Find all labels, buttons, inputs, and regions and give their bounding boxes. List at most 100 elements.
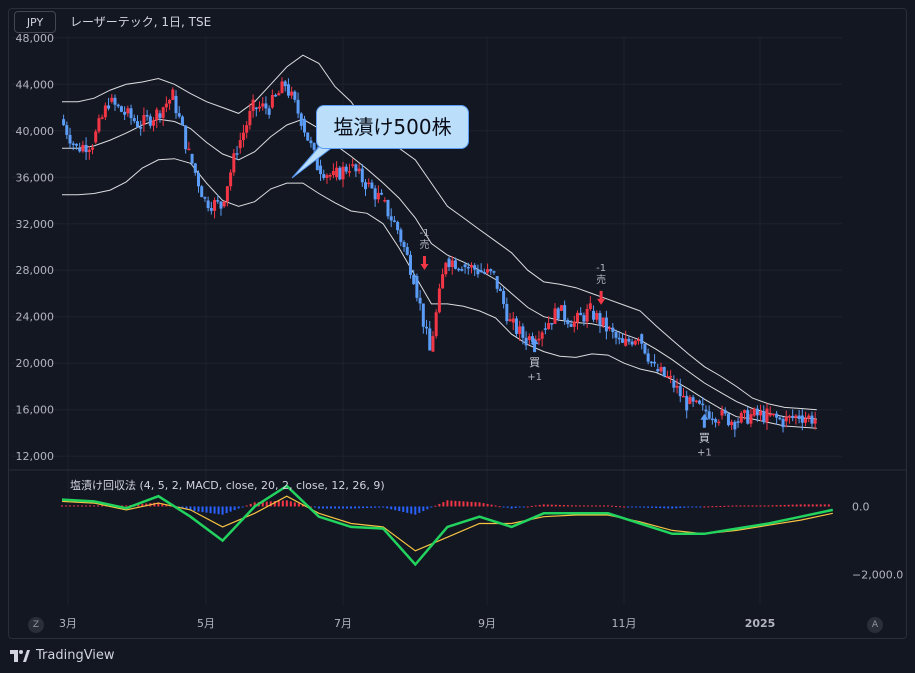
candle-body xyxy=(787,415,791,418)
zoom-z-button[interactable]: Z xyxy=(28,617,44,633)
candle-body xyxy=(733,421,737,430)
candle-body xyxy=(579,312,583,316)
histogram-bar xyxy=(562,505,565,507)
histogram-bar xyxy=(482,503,485,507)
candle-body xyxy=(229,172,233,187)
histogram-bar xyxy=(619,506,622,508)
candle-body xyxy=(453,260,457,269)
candle-body xyxy=(219,201,223,209)
histogram-bar xyxy=(342,506,345,509)
candle-body xyxy=(107,105,111,109)
histogram-bar xyxy=(827,504,830,507)
histogram-bar xyxy=(321,506,324,509)
histogram-bar xyxy=(430,506,433,508)
histogram-bar xyxy=(735,505,738,507)
histogram-bar xyxy=(522,506,525,508)
histogram-bar xyxy=(542,504,545,507)
candle-body xyxy=(68,134,72,144)
candle-body xyxy=(720,410,724,416)
candle-body xyxy=(611,327,615,333)
histogram-bar xyxy=(598,505,601,507)
histogram-bar xyxy=(121,505,124,507)
candle-body xyxy=(759,411,763,416)
currency-button[interactable]: JPY xyxy=(14,11,56,33)
candle-body xyxy=(688,397,692,404)
histogram-bar xyxy=(217,506,220,515)
histogram-bar xyxy=(350,506,353,509)
histogram-bar xyxy=(550,504,553,507)
histogram-bar xyxy=(823,504,826,507)
candle-body xyxy=(123,111,127,115)
candle-body xyxy=(617,337,621,340)
tradingview-brand[interactable]: TradingView xyxy=(10,648,115,663)
candle-body xyxy=(681,395,685,398)
histogram-bar xyxy=(554,504,557,507)
brand-name: TradingView xyxy=(36,648,115,663)
histogram-bar xyxy=(755,505,758,507)
candle-body xyxy=(335,167,339,178)
candle-body xyxy=(665,376,669,378)
histogram-bar xyxy=(89,505,92,507)
candle-body xyxy=(765,408,769,423)
candle-body xyxy=(794,415,798,418)
candle-body xyxy=(775,413,779,418)
auto-scale-button[interactable]: A xyxy=(867,617,883,633)
candle-body xyxy=(633,340,637,345)
candle-body xyxy=(428,328,432,351)
histogram-bar xyxy=(418,506,421,513)
histogram-bar xyxy=(458,501,461,507)
histogram-bar xyxy=(362,506,365,509)
histogram-bar xyxy=(382,506,385,508)
candle-body xyxy=(492,271,496,273)
histogram-bar xyxy=(422,506,425,512)
candle-body xyxy=(100,117,104,119)
histogram-bar xyxy=(346,506,349,509)
candle-body xyxy=(148,116,152,126)
candle-body xyxy=(691,397,695,402)
candle-body xyxy=(804,418,808,423)
histogram-bar xyxy=(446,500,449,507)
histogram-bar xyxy=(510,506,513,509)
candle-body xyxy=(495,276,499,289)
candle-body xyxy=(540,332,544,339)
histogram-bar xyxy=(297,503,300,507)
histogram-bar xyxy=(101,505,104,507)
candle-body xyxy=(659,367,663,372)
candle-body xyxy=(290,91,294,96)
candle-body xyxy=(582,315,586,322)
signal-qty-sell: -1 xyxy=(419,228,429,239)
candle-body xyxy=(781,419,785,428)
candle-body xyxy=(306,132,310,141)
x-axis-labels: 3月 5月 7月 9月 11月 2025 xyxy=(59,617,775,630)
candle-body xyxy=(405,247,409,255)
histogram-bar xyxy=(615,505,618,507)
candle-body xyxy=(91,147,95,150)
candle-body xyxy=(245,125,249,133)
candle-body xyxy=(479,270,483,273)
candle-body xyxy=(575,312,579,323)
price-chart[interactable]: 48,000 44,000 40,000 36,000 32,000 28,000 24,0… xyxy=(0,0,915,640)
histogram-bar xyxy=(69,505,72,507)
histogram-bar xyxy=(506,506,509,508)
candle-body xyxy=(418,297,422,304)
candle-body xyxy=(743,410,746,413)
candle-body xyxy=(559,305,563,311)
macd-lines xyxy=(61,484,834,567)
trade-signals: -1売買+1-1売買+1 xyxy=(419,228,711,459)
histogram-bar xyxy=(366,506,369,509)
candle-body xyxy=(550,323,554,325)
histogram-bar xyxy=(249,503,252,507)
histogram-bar xyxy=(494,505,497,507)
level-minus-label: −2,000.0 xyxy=(852,569,903,582)
candle-body xyxy=(110,97,114,102)
candle-body xyxy=(193,163,197,173)
x-tick-label: 7月 xyxy=(334,617,352,630)
candle-body xyxy=(588,303,592,310)
candle-body xyxy=(254,107,258,110)
histogram-bar xyxy=(410,506,413,514)
candle-body xyxy=(415,276,419,298)
histogram-bar xyxy=(631,506,634,508)
candle-body xyxy=(103,105,107,118)
sell-arrow-icon xyxy=(597,290,606,305)
candle-body xyxy=(200,186,204,198)
